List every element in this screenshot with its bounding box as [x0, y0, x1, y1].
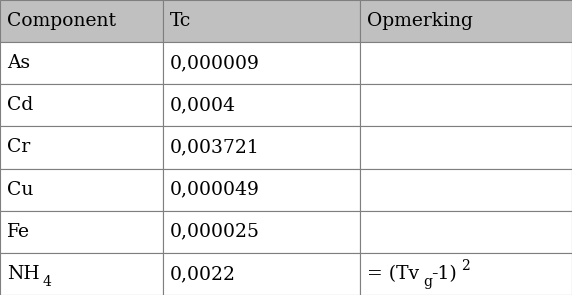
Bar	[163, 0, 360, 42]
Text: As: As	[7, 54, 30, 72]
Text: Tc: Tc	[170, 12, 191, 30]
Bar	[0, 253, 163, 295]
Bar	[360, 127, 572, 168]
Text: 0,0022: 0,0022	[170, 265, 236, 283]
Text: Component: Component	[7, 12, 116, 30]
Bar	[0, 168, 163, 211]
Text: 0,000049: 0,000049	[170, 181, 260, 199]
Bar	[360, 211, 572, 253]
Text: 0,000009: 0,000009	[170, 54, 260, 72]
Bar	[0, 211, 163, 253]
Bar	[163, 253, 360, 295]
Bar	[360, 0, 572, 42]
Text: Cr: Cr	[7, 138, 30, 157]
Bar	[163, 84, 360, 127]
Bar	[163, 127, 360, 168]
Text: Cd: Cd	[7, 96, 33, 114]
Bar	[360, 253, 572, 295]
Bar	[0, 0, 163, 42]
Text: NH: NH	[7, 265, 39, 283]
Text: 4: 4	[42, 275, 51, 289]
Bar	[0, 84, 163, 127]
Text: 0,003721: 0,003721	[170, 138, 260, 157]
Text: 2: 2	[461, 258, 470, 273]
Text: -1): -1)	[431, 265, 457, 283]
Bar	[0, 127, 163, 168]
Bar	[360, 168, 572, 211]
Text: g: g	[423, 275, 432, 289]
Text: 0,000025: 0,000025	[170, 223, 260, 241]
Text: = (Tv: = (Tv	[367, 265, 419, 283]
Bar	[360, 84, 572, 127]
Text: Cu: Cu	[7, 181, 33, 199]
Text: Opmerking: Opmerking	[367, 12, 473, 30]
Text: Fe: Fe	[7, 223, 30, 241]
Bar	[163, 211, 360, 253]
Text: 0,0004: 0,0004	[170, 96, 236, 114]
Bar	[163, 168, 360, 211]
Bar	[163, 42, 360, 84]
Bar	[0, 42, 163, 84]
Bar	[360, 42, 572, 84]
